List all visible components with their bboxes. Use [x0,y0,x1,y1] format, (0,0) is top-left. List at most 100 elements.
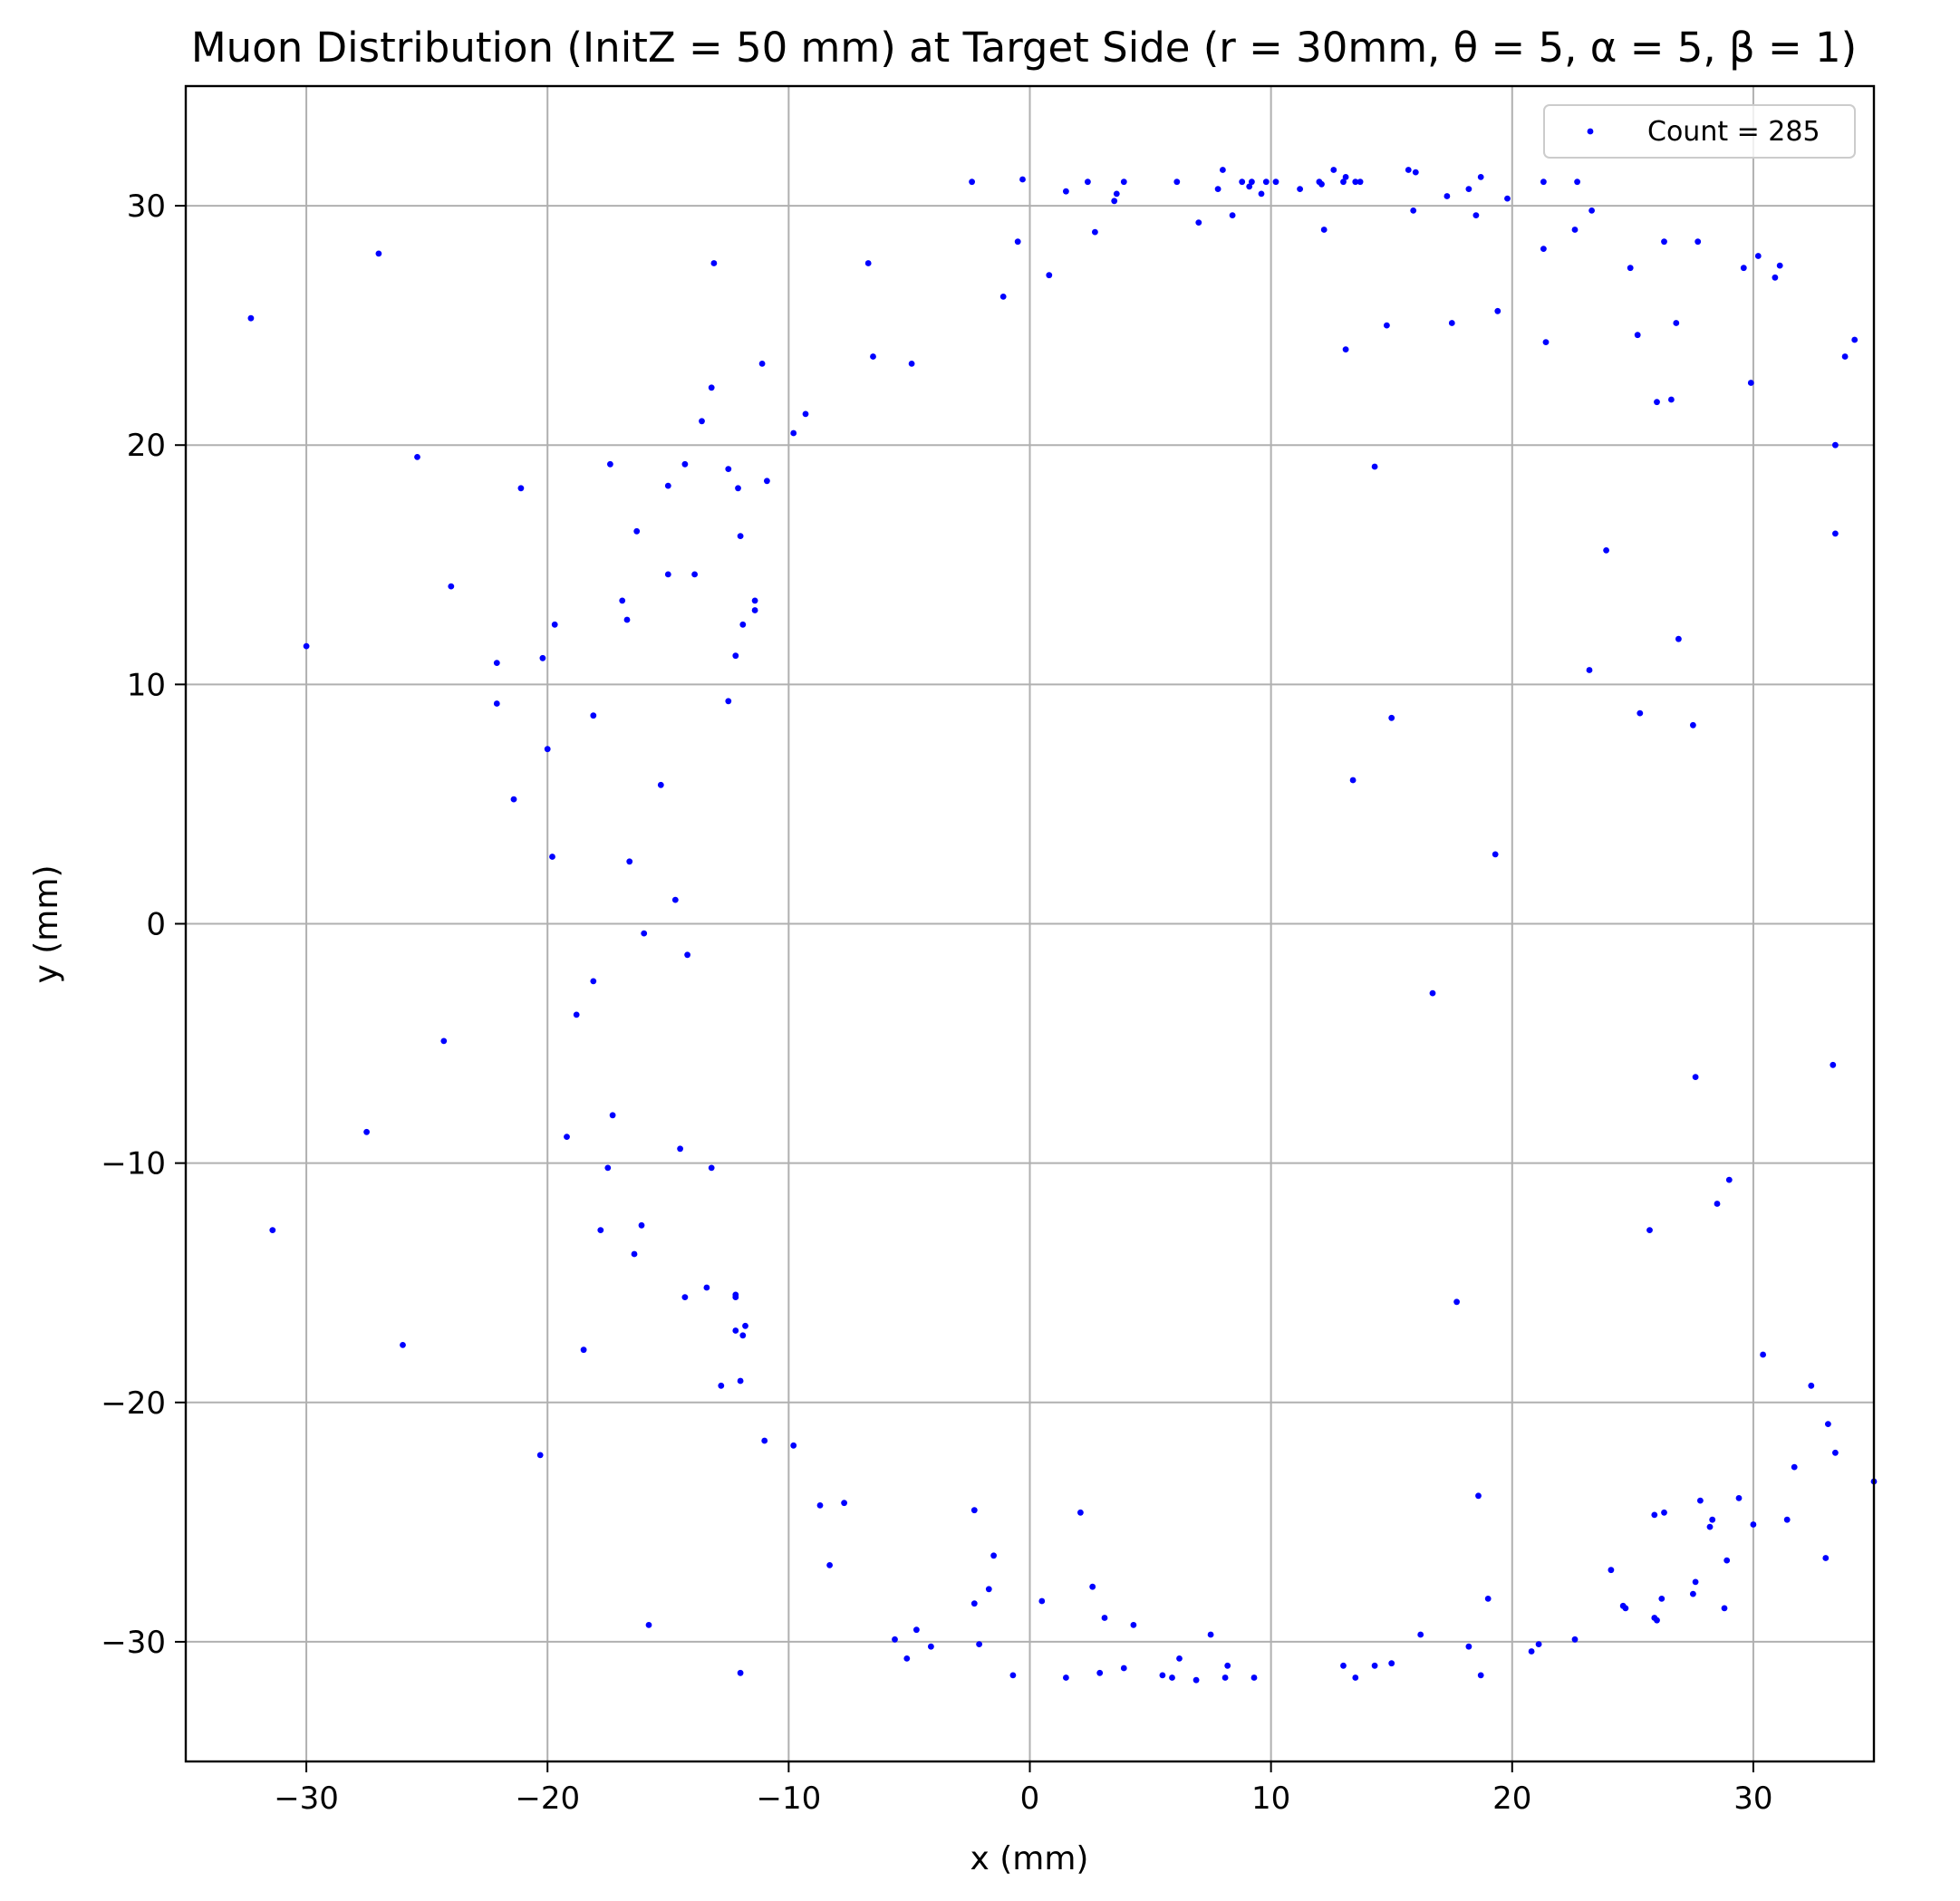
data-point [1692,1074,1699,1080]
data-point [732,652,739,660]
data-point [1825,1421,1831,1427]
data-point [826,1562,833,1568]
data-point [870,353,876,360]
data-point [1405,167,1412,173]
data-point [1429,989,1436,997]
data-point [737,1669,744,1676]
data-point [1760,1351,1766,1358]
y-tick-label: 0 [146,907,166,943]
data-point [751,597,758,604]
data-point [626,858,633,865]
x-tick-label: 10 [1251,1780,1290,1817]
data-point [1443,193,1451,199]
data-point [699,418,705,425]
data-point [1340,179,1347,186]
data-point [1654,399,1660,406]
data-point [732,1327,739,1334]
data-point [619,597,626,604]
data-point [1725,1176,1733,1183]
data-point [718,1382,725,1389]
data-point [976,1641,982,1647]
data-point [1723,1557,1731,1564]
data-point [985,1586,992,1593]
data-point [1494,307,1501,314]
data-point [539,654,546,661]
data-point [1092,228,1098,236]
plot-frame [184,84,1876,1763]
data-point [607,460,613,468]
data-point [1690,721,1696,729]
data-point [1492,851,1499,858]
data-point [1089,1583,1096,1590]
data-point [247,314,255,322]
data-point [641,930,648,937]
data-point [1046,272,1053,279]
data-point [1077,1509,1084,1516]
data-point [363,1128,370,1135]
data-point [573,1011,580,1018]
x-tick-label: 20 [1492,1780,1531,1817]
data-point [1173,179,1181,186]
data-point [1014,238,1021,246]
data-point [1349,777,1357,784]
data-point [1675,635,1682,642]
data-point [1384,322,1390,329]
data-point [1808,1382,1815,1389]
data-point [790,429,797,437]
data-point [375,250,382,257]
data-point [1622,1605,1629,1612]
data-point [1747,380,1754,386]
data-point [970,1507,978,1514]
data-point [1542,339,1550,345]
data-point [1388,1660,1395,1667]
y-axis-label: y (mm) [28,865,65,984]
y-tick-label: 10 [127,667,166,703]
data-point [597,1227,604,1233]
data-point [638,1221,645,1229]
data-point [1832,530,1839,537]
data-point [664,571,671,578]
data-point [1453,1298,1460,1306]
data-point [448,583,455,590]
data-point [1388,714,1395,721]
data-point [1352,179,1359,186]
data-point [1113,190,1120,198]
data-point [1791,1463,1798,1471]
data-point [1169,1674,1175,1681]
data-point [864,260,872,266]
data-point [1465,186,1472,193]
data-point [671,896,679,903]
data-point [1371,1662,1378,1669]
data-point [580,1346,587,1354]
grid [186,86,1874,1761]
data-point [1214,186,1221,193]
data-point [1740,265,1747,272]
data-point [816,1502,824,1509]
x-tick-label: −30 [274,1780,339,1817]
data-point [1830,1061,1837,1068]
data-point [1721,1605,1728,1612]
data-point [737,1377,744,1385]
x-axis-label: x (mm) [970,1840,1089,1877]
data-point [631,1250,638,1258]
data-point [708,384,715,391]
data-point [928,1643,934,1650]
data-point [303,642,310,650]
data-point [1627,265,1634,272]
data-point [1207,1631,1214,1638]
data-point [1272,179,1279,186]
data-point [517,485,525,492]
data-point [737,533,744,539]
y-tick-label: −30 [101,1625,166,1661]
data-point [536,1452,544,1459]
legend: Count = 285 [1543,104,1856,159]
data-point [1221,1674,1229,1681]
data-point [493,660,500,666]
data-point [742,1322,748,1329]
data-point [990,1552,997,1559]
data-point [590,978,597,985]
data-point [604,1164,612,1172]
data-point [1586,667,1593,673]
data-point [1318,180,1325,188]
x-tick-label: −20 [515,1780,580,1817]
